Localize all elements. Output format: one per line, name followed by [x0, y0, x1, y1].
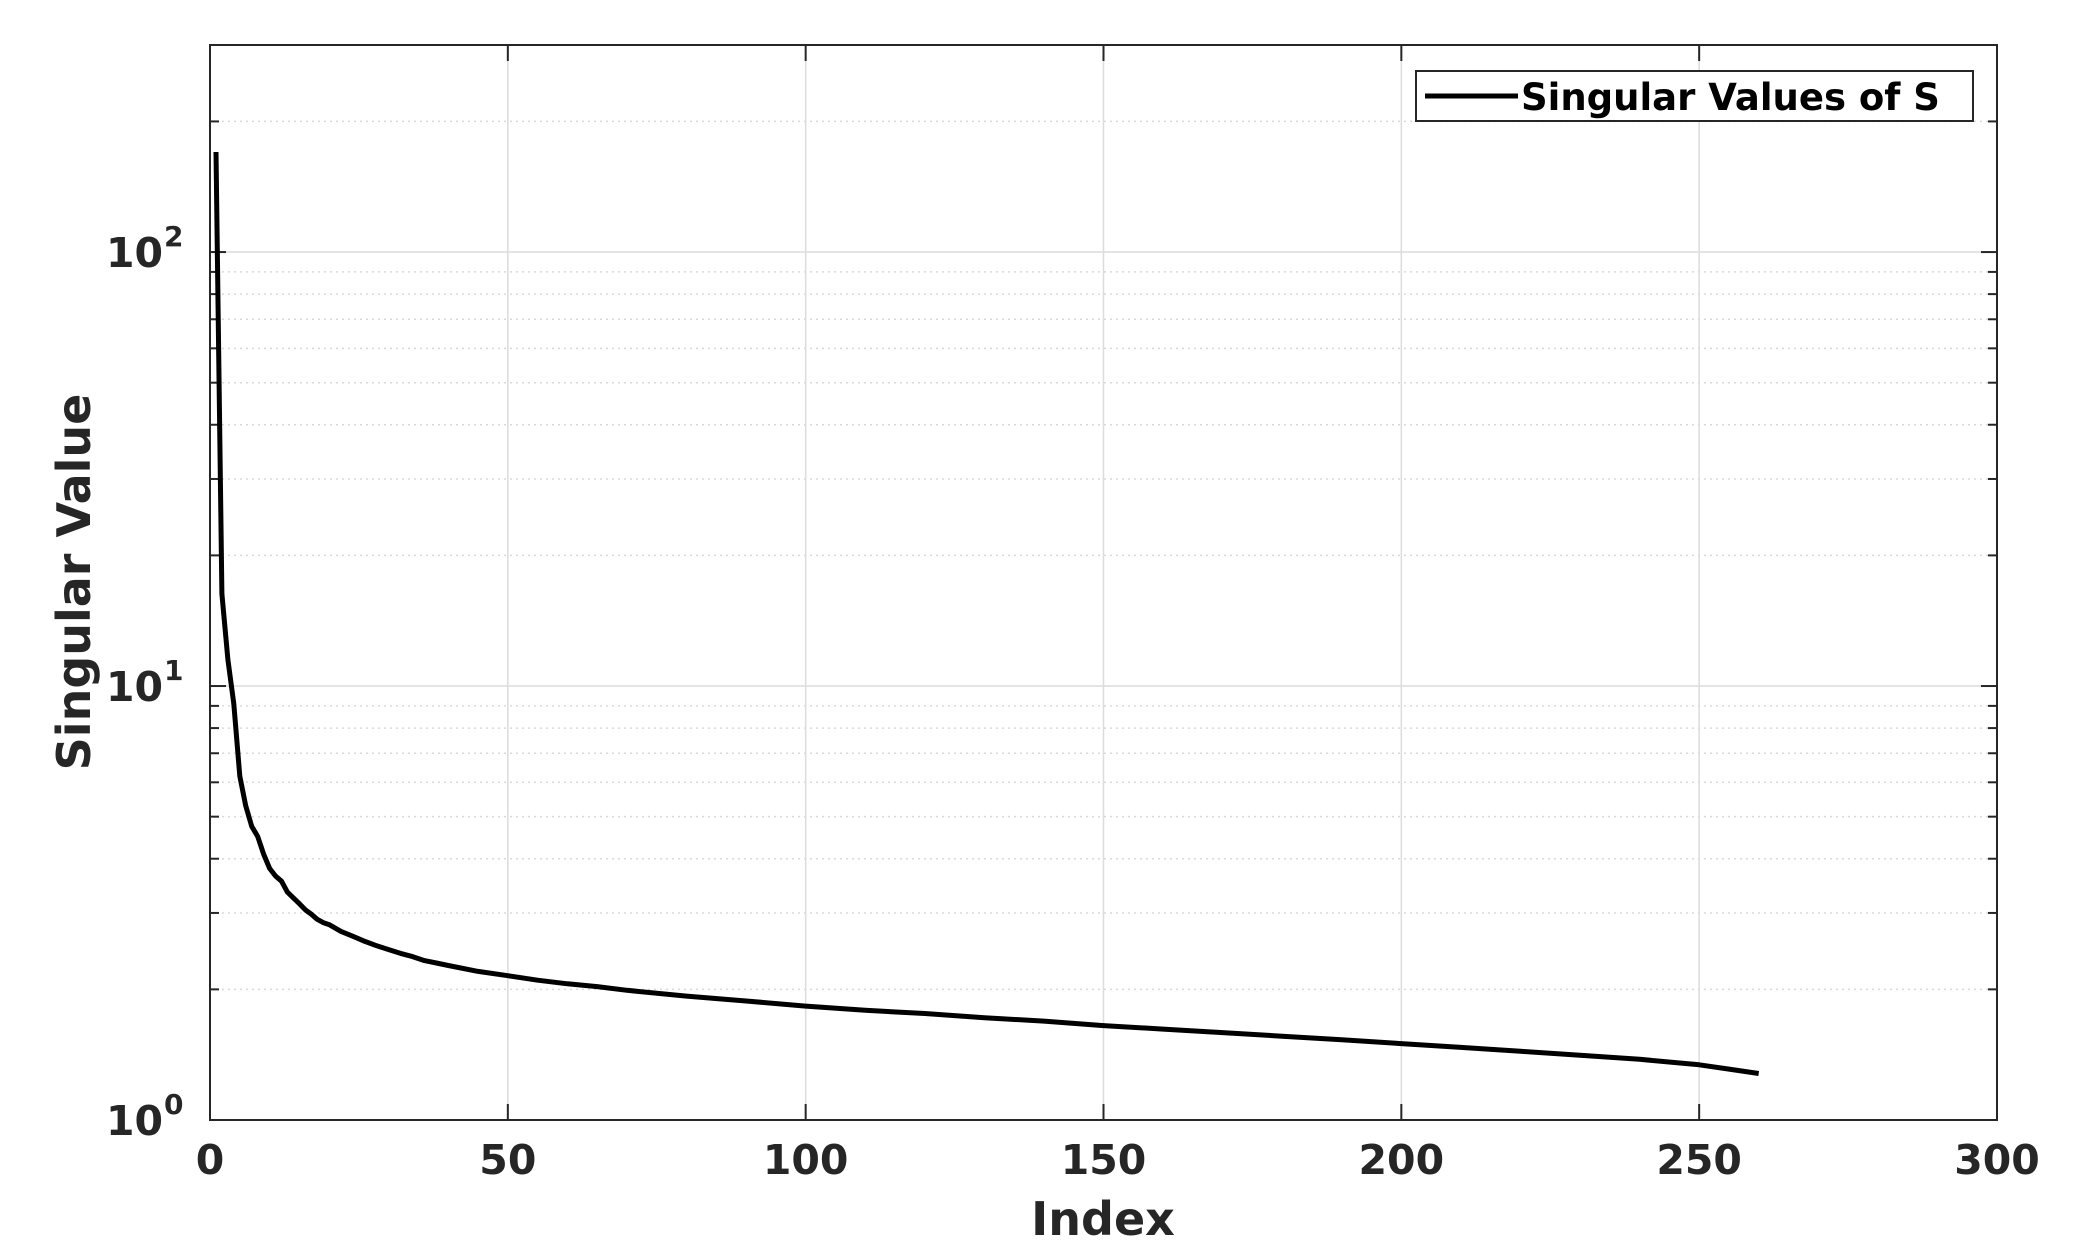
x-tick-label: 150	[1061, 1136, 1147, 1184]
y-axis-title: Singular Value	[47, 394, 101, 771]
x-tick-label: 0	[196, 1136, 225, 1184]
y-tick-label-exponent: 0	[164, 1088, 183, 1121]
x-tick-label: 50	[479, 1136, 536, 1184]
y-tick-label: 10	[106, 663, 163, 711]
tick-labels: 10 010 110 20 50 100 150 200 250 300	[106, 220, 2040, 1184]
axis-ticks	[209, 44, 1998, 1121]
x-axis-title: Index	[1031, 1192, 1175, 1246]
series-line	[213, 151, 1760, 1076]
x-tick-label: 250	[1656, 1136, 1742, 1184]
y-tick-label-exponent: 1	[164, 654, 183, 687]
x-tick-label: 300	[1954, 1136, 2040, 1184]
series-layer	[213, 151, 1760, 1076]
y-tick-label: 10	[106, 1097, 163, 1145]
x-tick-label: 200	[1359, 1136, 1445, 1184]
legend-label: Singular Values of S	[1521, 76, 1940, 119]
y-tick-label-exponent: 2	[164, 220, 183, 253]
y-tick-label: 10	[106, 229, 163, 277]
x-tick-label: 100	[763, 1136, 849, 1184]
legend: Singular Values of S	[1415, 70, 1974, 122]
major-grid	[210, 45, 1997, 1120]
